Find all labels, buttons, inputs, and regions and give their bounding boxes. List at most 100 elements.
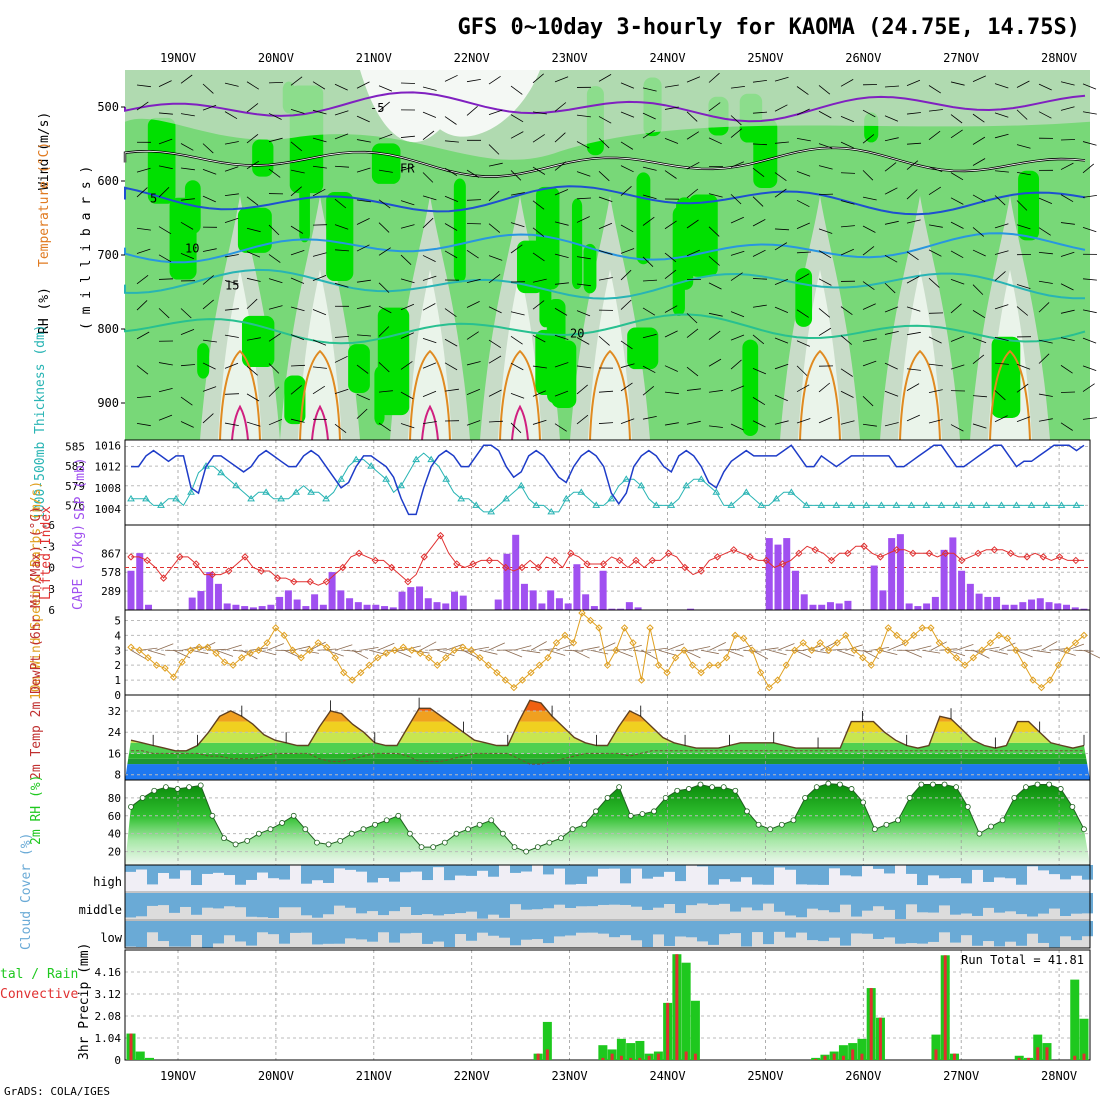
wind-barb — [312, 275, 327, 281]
wind-speed-point — [629, 639, 637, 647]
wind-barb — [554, 282, 569, 285]
cloud-cell — [653, 921, 664, 935]
wind-barb — [884, 422, 899, 427]
wind-barb — [686, 131, 700, 140]
wind-barb — [510, 114, 524, 123]
wind-barb — [642, 166, 657, 171]
lifted-index-point — [599, 560, 608, 568]
wind-speed-point — [731, 631, 739, 640]
wind-barb — [906, 160, 919, 170]
wind-barb — [356, 218, 370, 225]
cloud-cell — [598, 865, 609, 869]
wind-barb — [820, 641, 837, 651]
thickness-point — [247, 494, 255, 502]
wind-barb — [598, 642, 616, 651]
wind-barb — [158, 362, 173, 366]
wind-barb — [642, 194, 657, 200]
wind-barb — [334, 110, 349, 116]
wind-barb — [686, 161, 700, 170]
temp-panel: 32 24 16 8 — [108, 694, 1091, 782]
wind-barb — [1082, 365, 1097, 371]
wind-barb — [180, 198, 195, 201]
wind-speed-point — [518, 676, 527, 684]
wind-speed-point — [969, 654, 978, 662]
wind-speed-point — [416, 649, 425, 657]
cape-bar — [442, 603, 450, 610]
cloud-cell — [829, 921, 840, 938]
cloud-cell — [202, 893, 213, 908]
rh-point — [709, 784, 715, 791]
wind-barb — [378, 101, 390, 112]
wind-barb — [1083, 649, 1100, 659]
lifted-index-point — [876, 553, 885, 561]
wind-speed-point — [408, 646, 416, 654]
wind-speed-point — [161, 664, 169, 672]
cape-bar — [555, 598, 563, 610]
cloud-cell — [411, 865, 422, 872]
wind-barb — [158, 278, 174, 280]
cape-bar — [1071, 607, 1079, 610]
wind-speed-point — [501, 676, 510, 684]
cloud-cell — [543, 893, 554, 909]
lifted-index-point — [127, 553, 135, 561]
lifted-index-point — [648, 556, 657, 565]
wind-barb — [928, 336, 942, 344]
slp-line — [131, 444, 1085, 516]
wind-barb — [708, 358, 722, 367]
precip-convective-bar — [814, 1058, 818, 1060]
cape-bar — [249, 607, 257, 610]
wind-barb — [156, 643, 174, 651]
wind-barb — [686, 366, 699, 377]
rh-tick-label: 80 — [108, 792, 121, 805]
temp-tick-label: 24 — [108, 726, 122, 739]
wind-barb — [290, 277, 305, 284]
wind-barb — [888, 642, 906, 651]
moist-patch — [184, 180, 201, 234]
moist-patch — [547, 299, 566, 404]
thickness-tick-label: 579 — [65, 480, 85, 493]
wind-speed-point — [127, 643, 135, 651]
isotherm-5 — [124, 185, 1086, 216]
isotherm-25 — [799, 349, 841, 441]
wind-barb — [268, 419, 283, 426]
thickness-point — [832, 501, 841, 508]
cloud-cell — [268, 893, 279, 918]
precip-convective-bar — [610, 1053, 614, 1060]
wind-barb — [950, 278, 965, 285]
wind-barb — [708, 330, 721, 340]
cloud-cell — [345, 893, 356, 908]
wind-barb — [158, 187, 170, 198]
wind-barb — [751, 649, 769, 660]
rh-point — [744, 808, 750, 815]
bottom-date-label: 25NOV — [747, 1069, 783, 1083]
lifted-index-point — [241, 553, 249, 561]
cloud-cell — [983, 921, 994, 942]
thickness-point — [667, 501, 676, 508]
wind-barb — [158, 138, 173, 145]
moist-patch — [299, 164, 310, 243]
isotherm-label: 15 — [225, 279, 239, 293]
cape-ylabel: CAPE (J/kg) — [71, 524, 86, 610]
cloud-cell — [499, 893, 510, 918]
lifted-index-point — [811, 546, 819, 554]
precip-ylabel: 3hr Precip (mm) — [77, 943, 92, 1060]
cloud-row-middle: middle — [79, 903, 122, 917]
isotherm-25 — [219, 349, 261, 441]
lifted-index-point — [290, 577, 298, 586]
cloud-cell — [741, 865, 752, 878]
wind-barb — [818, 327, 832, 336]
wind-barb — [818, 382, 831, 393]
lifted-cape-panel: -6 -3 0 3 6 867 578 289 — [42, 519, 1091, 617]
wind-barb — [950, 303, 962, 314]
wind-barb — [906, 306, 921, 312]
wind-barb — [400, 200, 415, 206]
cape-bar — [993, 596, 1001, 610]
thickness-point — [1072, 501, 1081, 508]
cloud-cell — [378, 893, 389, 916]
cloud-cell — [994, 893, 1005, 913]
wind-barb — [950, 197, 964, 205]
wind-barb — [266, 643, 284, 651]
top-date-label: 21NOV — [356, 51, 392, 65]
wind-barb — [488, 109, 503, 115]
wind-barb — [840, 225, 855, 228]
